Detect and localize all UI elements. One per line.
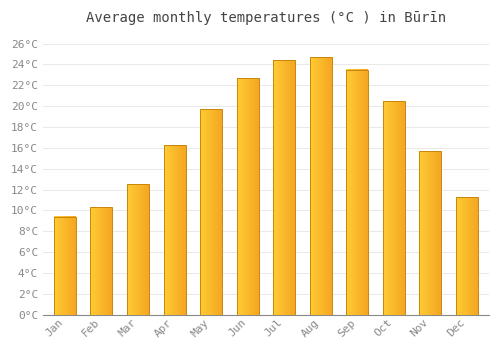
Bar [383,101,405,315]
Bar [310,57,332,315]
Bar [273,60,295,315]
Bar [456,197,478,315]
Bar [164,145,186,315]
Bar [420,151,442,315]
Bar [200,109,222,315]
Bar [236,78,258,315]
Bar [54,217,76,315]
Title: Average monthly temperatures (°C ) in Būrīn: Average monthly temperatures (°C ) in Bū… [86,11,446,25]
Bar [90,207,112,315]
Bar [346,70,368,315]
Bar [127,184,149,315]
